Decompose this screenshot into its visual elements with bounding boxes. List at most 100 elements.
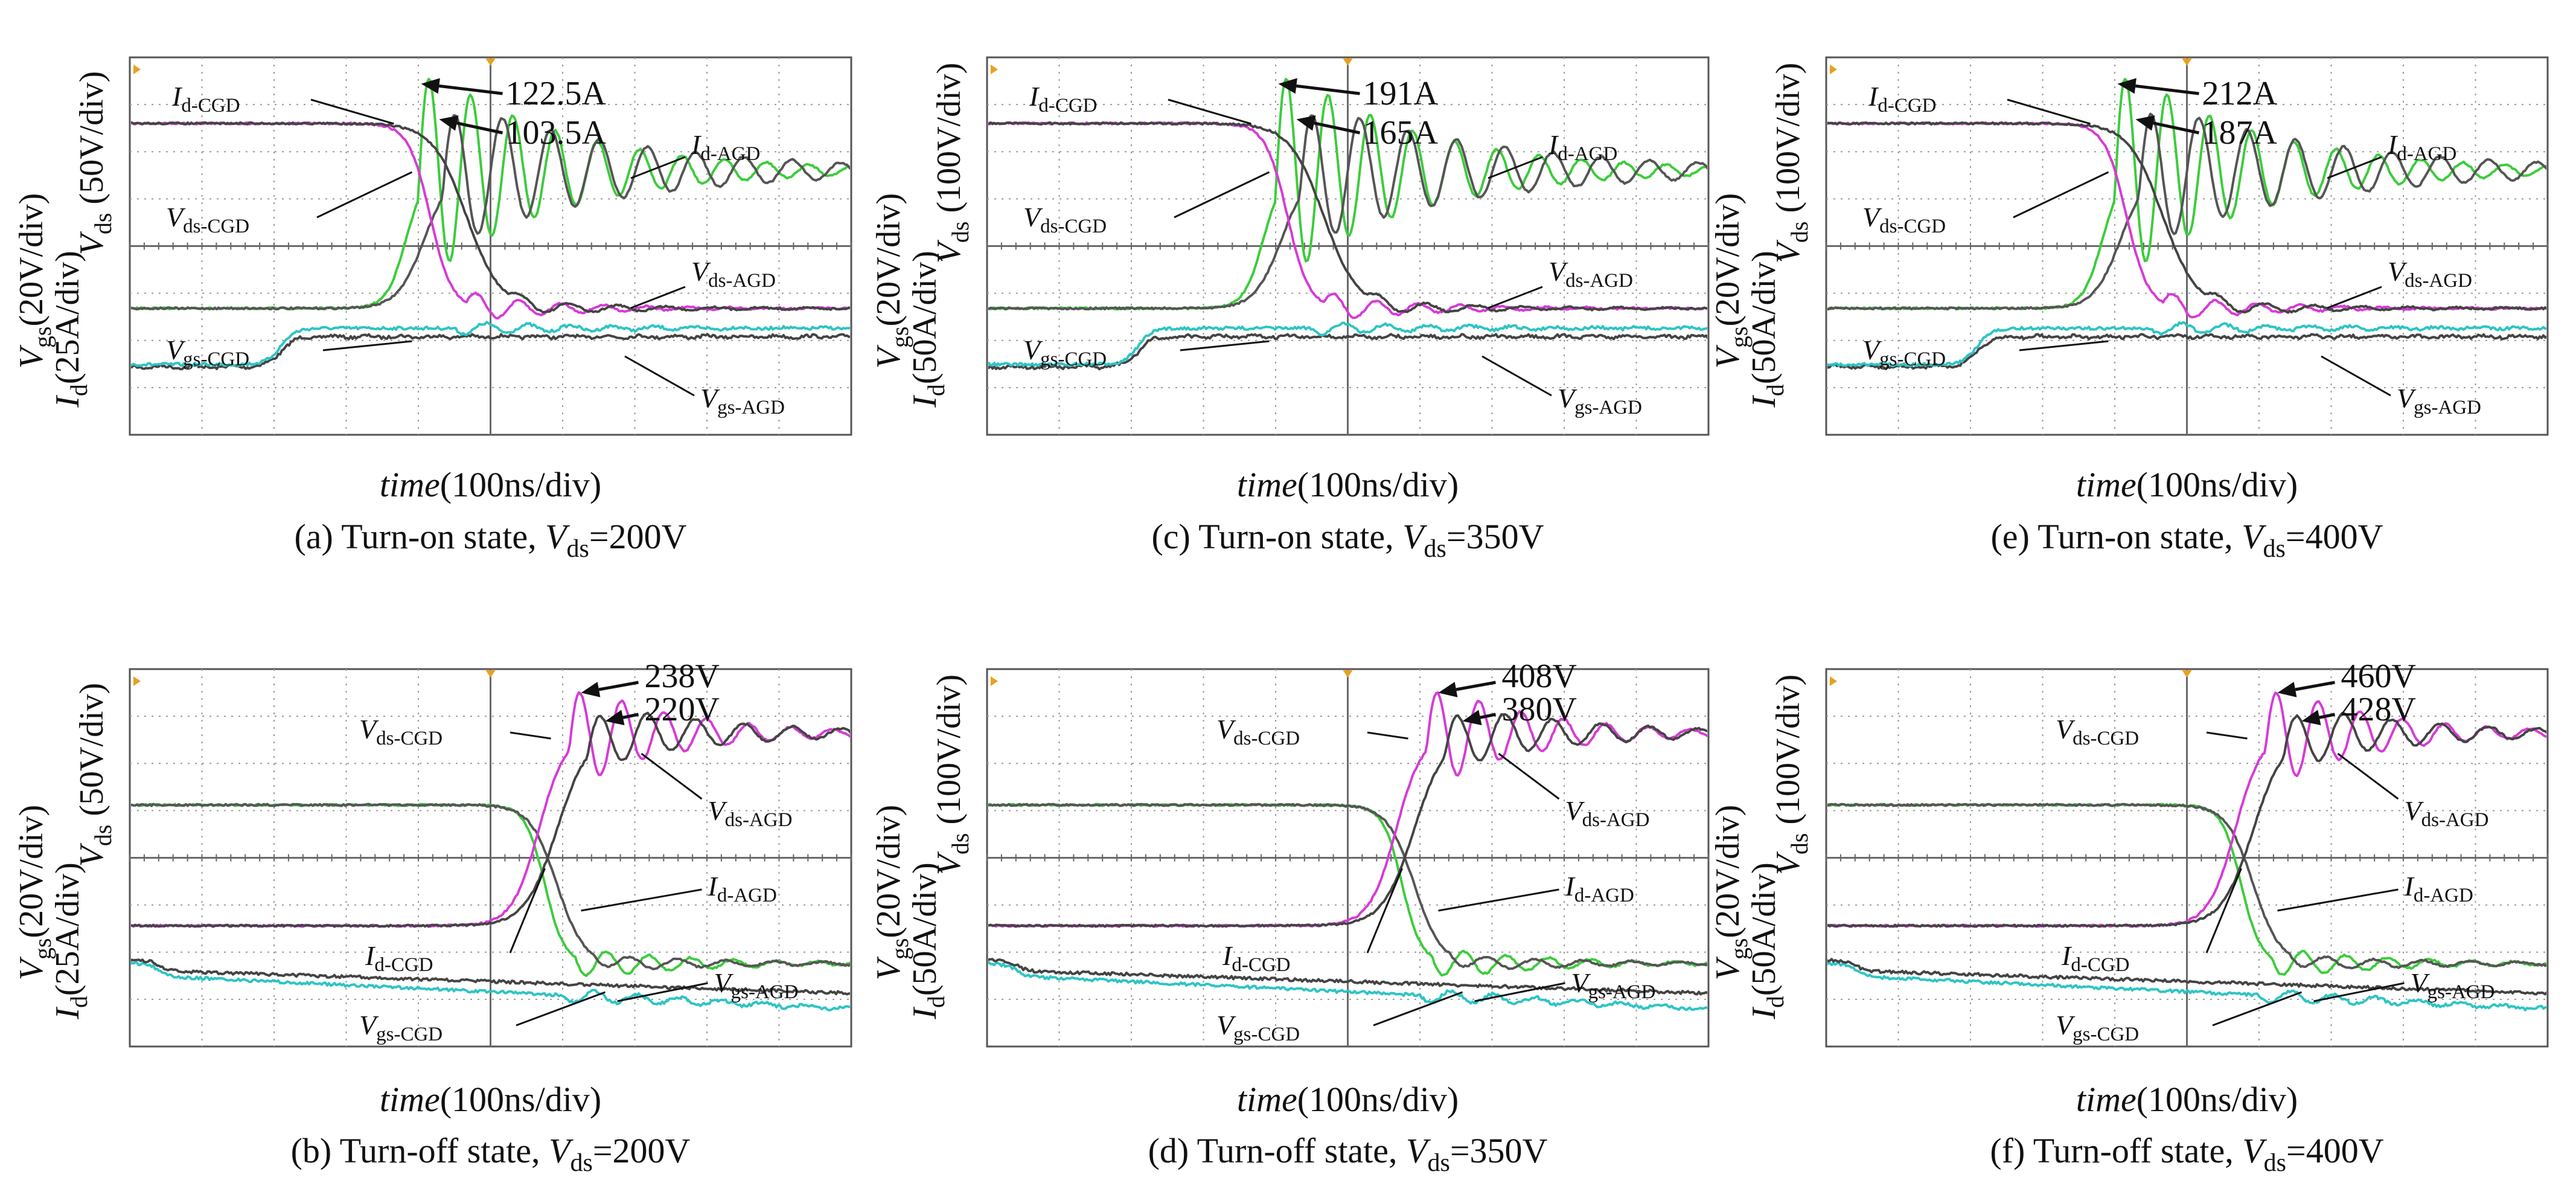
ylabel-vds-sub: ds (89, 213, 117, 235)
label-vds-agd: Vds-AGD (2405, 795, 2489, 831)
ylabel-vgs-sub: gs (29, 938, 56, 960)
xlabel-italic: time (1237, 1080, 1297, 1119)
xlabel-italic: time (2076, 465, 2137, 504)
label-vgs-agd-sub: gs-AGD (2427, 981, 2495, 1003)
caption-var: V (549, 1131, 574, 1170)
label-vgs-agd: Vgs-AGD (700, 383, 785, 418)
ylabel-vgs: Vgs(20V/div) (13, 805, 56, 981)
ylabel-vgs-var: V (870, 956, 907, 980)
leader-id-cgd (310, 98, 394, 125)
ylabel-id-var: I (906, 1007, 944, 1020)
peak-arrow-cgd-shaft (1456, 681, 1496, 691)
leader-vds-agd (630, 286, 686, 309)
label-id-cgd: Id-CGD (365, 940, 433, 976)
caption-suffix: =200V (589, 517, 687, 556)
traces (1827, 691, 2546, 1011)
peak-arrow-agd-head (2301, 710, 2321, 725)
caption-var: V (545, 517, 570, 556)
label-vgs-cgd-sub: gs-CGD (183, 348, 249, 370)
trace-id-agd (988, 803, 1707, 970)
leader-vgs-cgd (1373, 991, 1463, 1027)
label-vgs-agd-var: V (1558, 383, 1577, 414)
leader-vds-cgd (1174, 171, 1270, 219)
peak-arrow-cgd-head (421, 78, 440, 94)
ylabel-id-sub: d (1762, 384, 1789, 396)
peak-arrow-cgd-head (581, 682, 601, 697)
ylabel-id: Id(50A/div) (906, 251, 950, 408)
peak-arrow-agd-head (605, 710, 625, 725)
label-vgs-cgd-var: V (2056, 1010, 2076, 1040)
ylabel-vgs-var: V (1709, 956, 1747, 980)
label-vgs-cgd: Vgs-CGD (359, 1010, 443, 1045)
peak-value-agd: 380V (1502, 691, 1577, 728)
trace-vds-agd (131, 121, 850, 314)
ylabel-vds-rest: (100V/div) (1769, 675, 1807, 833)
xlabel-rest: (100ns/div) (2137, 465, 2298, 504)
label-vgs-cgd: Vgs-CGD (1862, 335, 1946, 370)
trigger-marker-left (133, 65, 141, 74)
xlabel: time(100ns/div) (1237, 465, 1459, 504)
panel-e: 212A187AId-CGDId-AGDVds-CGDVds-AGDVgs-CG… (1709, 56, 2549, 563)
peak-arrow-agd (439, 115, 503, 135)
peak-value-cgd: 460V (2341, 658, 2416, 695)
traces (988, 78, 1707, 371)
caption-prefix: (e) Turn-on state, (1990, 517, 2242, 556)
leader-vgs-cgd (2212, 991, 2303, 1027)
label-vds-cgd-sub: ds-CGD (376, 728, 443, 749)
label-vgs-cgd-var: V (1023, 335, 1043, 365)
ylabel-vgs-sub: gs (1725, 327, 1753, 348)
leader-vds-cgd (2013, 171, 2109, 219)
ylabel-vds-var: V (930, 239, 968, 263)
ylabel-id: Id(25A/div) (49, 251, 92, 408)
label-id-agd-var: I (2404, 871, 2415, 902)
ylabel-vgs: Vgs(20V/div) (1709, 805, 1753, 981)
label-id-agd: Id-AGD (691, 129, 760, 165)
caption-sub: ds (2264, 1149, 2286, 1177)
leader-id-agd (630, 156, 686, 179)
panel-c: 191A165AId-CGDId-AGDVds-CGDVds-AGDVgs-CG… (870, 56, 1710, 563)
xlabel-rest: (100ns/div) (440, 465, 601, 504)
leader-vds-cgd (2206, 731, 2248, 740)
caption-var: V (1402, 517, 1428, 556)
peak-arrow-cgd-shaft (2135, 84, 2199, 95)
label-id-agd-sub: d-AGD (1558, 143, 1617, 165)
trace-vgs-cgd (131, 961, 850, 1011)
label-id-cgd-sub: d-CGD (1232, 954, 1290, 976)
caption-suffix: =350V (1450, 1131, 1548, 1170)
leader-id-agd (2277, 888, 2399, 912)
caption: (f) Turn-off state, Vds=400V (1990, 1131, 2383, 1177)
label-vds-cgd: Vds-CGD (166, 202, 249, 237)
peak-arrow-cgd (2117, 78, 2199, 95)
label-id-cgd-var: I (1222, 940, 1233, 971)
caption: (b) Turn-off state, Vds=200V (291, 1131, 691, 1177)
label-vds-agd-sub: ds-AGD (725, 809, 793, 831)
ylabel-vgs-var: V (870, 344, 907, 368)
ylabel-vds-var: V (1769, 851, 1807, 875)
label-vds-cgd-var: V (1216, 714, 1236, 745)
label-vds-agd: Vds-AGD (2388, 256, 2472, 292)
ylabel-vds: Vds (100V/div) (1769, 63, 1813, 264)
ylabel-vds: Vds (100V/div) (1769, 675, 1813, 876)
caption: (d) Turn-off state, Vds=350V (1148, 1131, 1548, 1177)
ylabel-id-var: I (49, 395, 86, 408)
ylabel-id: Id(25A/div) (49, 862, 92, 1020)
ylabel-vds-sub: ds (947, 833, 974, 855)
label-vgs-cgd: Vgs-CGD (1216, 1010, 1300, 1045)
xlabel-italic: time (380, 1080, 440, 1119)
trace-vds-agd (1827, 121, 2546, 314)
label-id-cgd-var: I (1029, 81, 1040, 112)
leader-vds-agd (1488, 286, 1543, 309)
label-id-agd-sub: d-AGD (1574, 885, 1634, 906)
caption: (a) Turn-on state, Vds=200V (294, 517, 686, 563)
label-vds-agd-var: V (1565, 795, 1585, 826)
label-id-cgd: Id-CGD (171, 81, 240, 117)
caption-prefix: (b) Turn-off state, (291, 1131, 549, 1170)
label-vds-agd-sub: ds-AGD (2405, 270, 2472, 292)
trace-id-agd (131, 114, 850, 311)
label-vgs-cgd: Vgs-CGD (1023, 335, 1107, 370)
label-id-agd: Id-AGD (708, 871, 777, 906)
xlabel-rest: (100ns/div) (440, 1080, 601, 1119)
ylabel-vgs-var: V (13, 956, 50, 980)
label-vgs-agd-sub: gs-AGD (2414, 397, 2481, 418)
peak-arrow-agd (2135, 115, 2200, 135)
